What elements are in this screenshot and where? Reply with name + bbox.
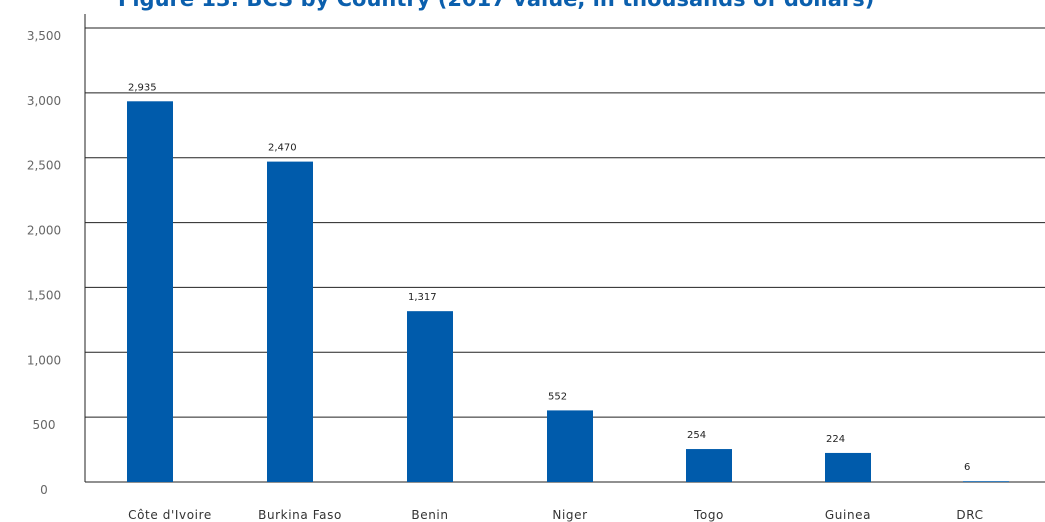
bar: [267, 161, 313, 482]
x-tick-label: Côte d'Ivoire: [128, 508, 212, 522]
data-label: 1,317: [408, 292, 437, 303]
bar: [127, 101, 173, 482]
gridlines: [85, 27, 1045, 418]
data-label: 2,935: [128, 82, 157, 93]
y-tick-label: 3,500: [27, 29, 61, 43]
chart-title: Figure 13: BCS by Country (2017 value, i…: [118, 0, 874, 11]
data-label: 6: [964, 462, 970, 473]
x-tick-label: Guinea: [825, 508, 871, 522]
y-tick-label: 2,500: [27, 159, 61, 173]
y-tick-label: 500: [33, 418, 56, 432]
x-tick-label: Benin: [411, 508, 448, 522]
y-axis-ticks: 0 500 1,000 1,500 2,000 2,500 3,000 3,500: [27, 29, 61, 497]
x-tick-label: Burkina Faso: [258, 508, 342, 522]
data-label: 224: [826, 434, 845, 445]
bar: [825, 452, 871, 482]
x-tick-label: Niger: [552, 508, 587, 522]
bar: [963, 481, 1009, 482]
y-tick-label: 1,500: [27, 288, 61, 302]
bar: [407, 311, 453, 482]
bar: [547, 410, 593, 482]
data-label: 254: [687, 430, 706, 441]
x-tick-label: Togo: [693, 508, 724, 522]
bars: [127, 101, 1009, 482]
data-label: 2,470: [268, 143, 297, 154]
x-axis-ticks: Côte d'Ivoire Burkina Faso Benin Niger Togo G…: [128, 508, 983, 522]
data-labels: 2,935 2,470 1,317 552 254 224 6: [128, 82, 970, 473]
y-tick-label: 0: [40, 483, 48, 497]
y-tick-label: 3,000: [27, 94, 61, 108]
y-tick-label: 1,000: [27, 353, 61, 367]
x-tick-label: DRC: [956, 508, 983, 522]
bar: [686, 449, 732, 482]
data-label: 552: [548, 391, 567, 402]
chart-title-group: Figure 13: BCS by Country (2017 value, i…: [118, 0, 874, 11]
y-tick-label: 2,000: [27, 224, 61, 238]
